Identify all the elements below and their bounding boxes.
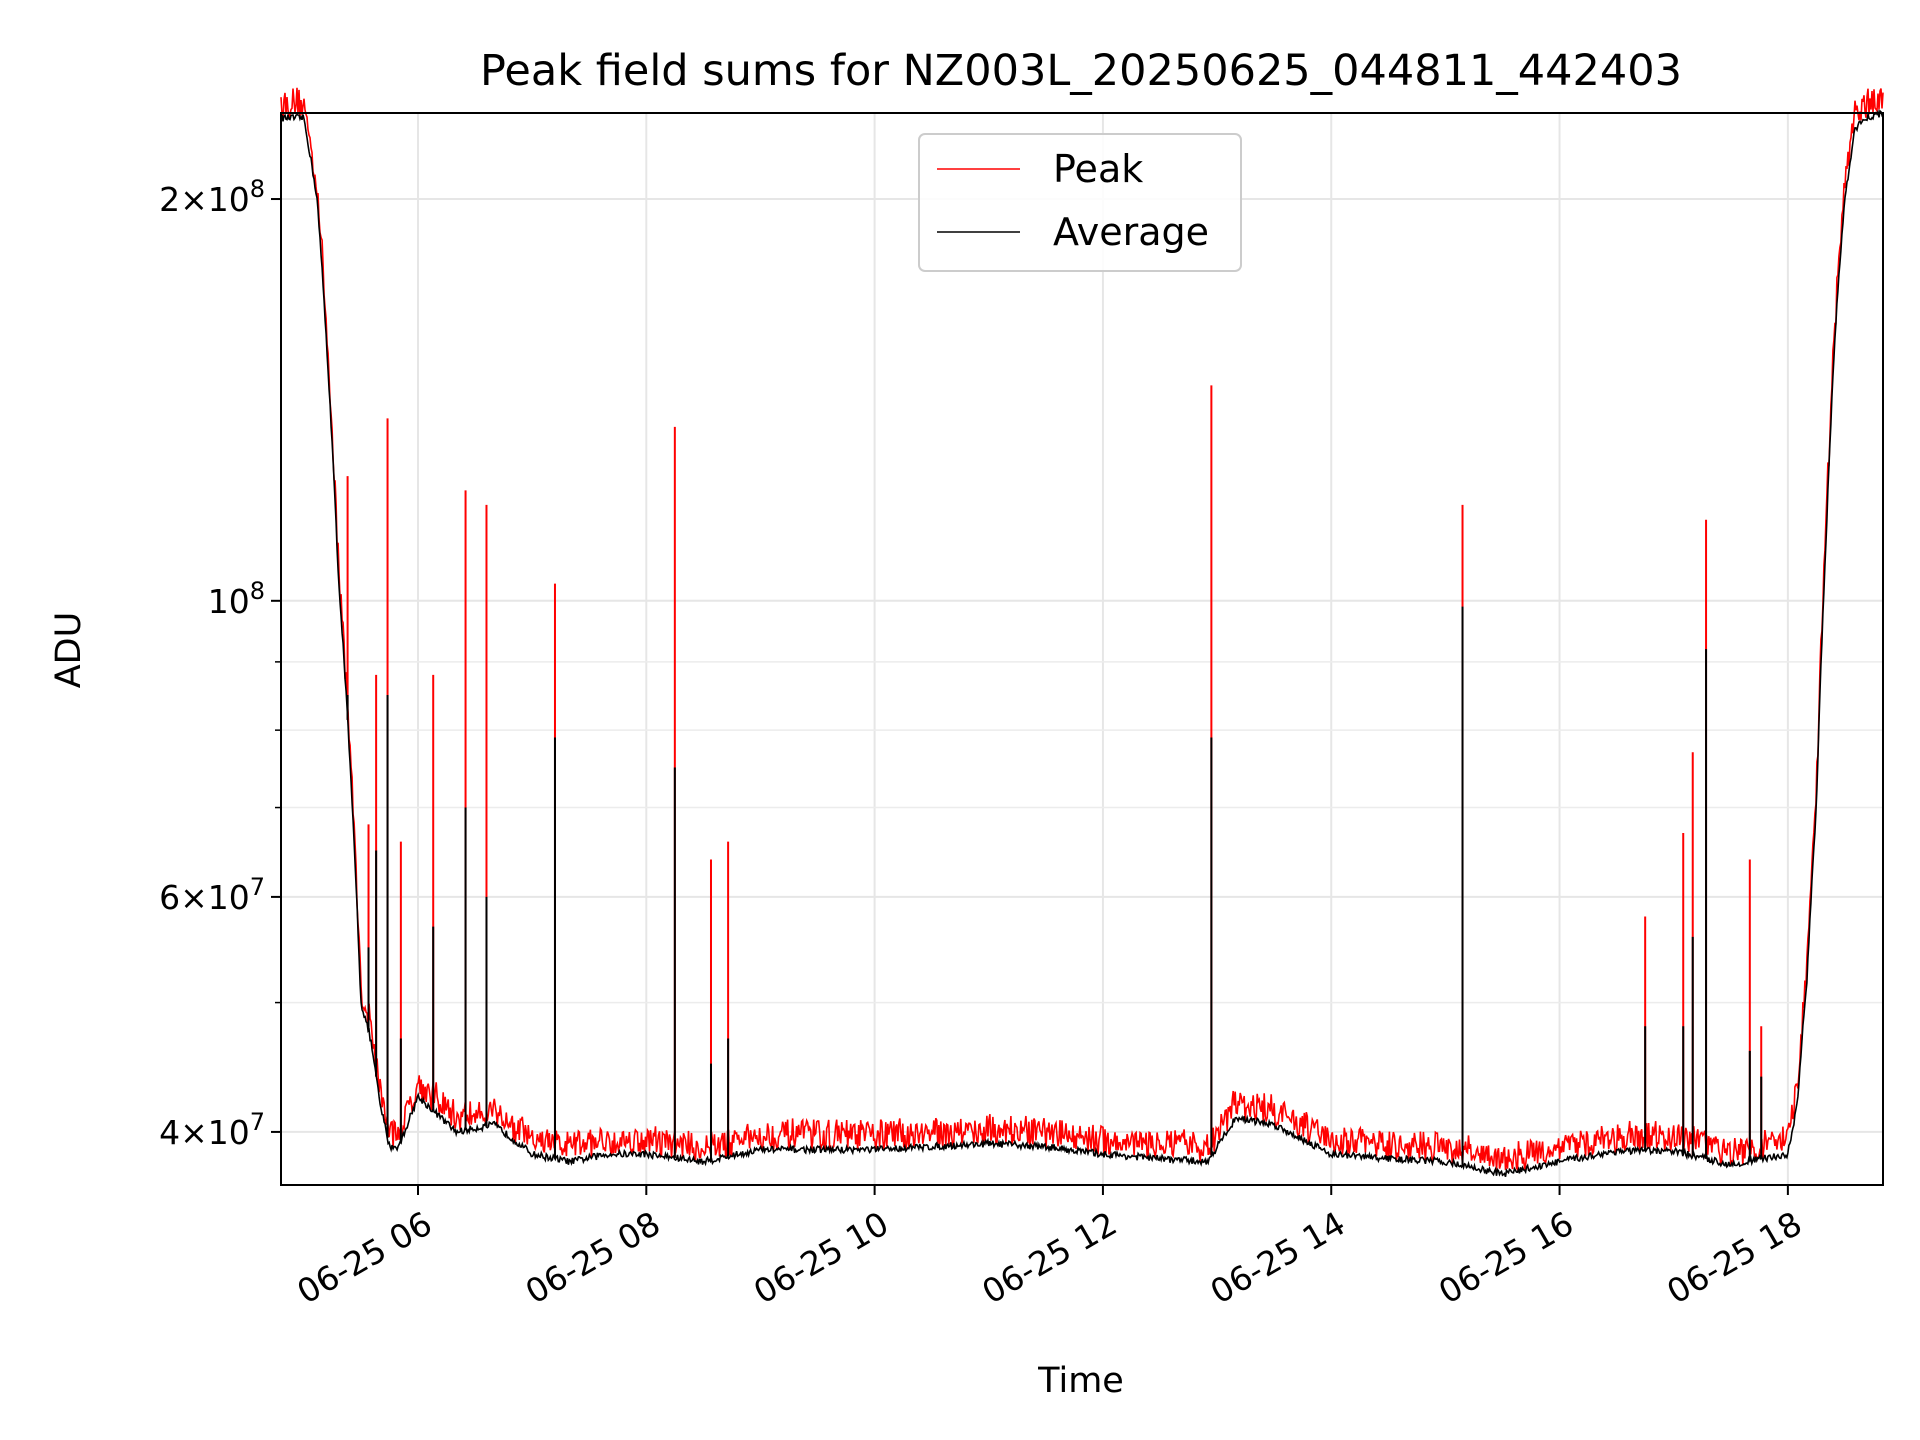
y-tick-label: 6×107	[159, 873, 265, 917]
x-axis-title: Time	[1037, 1361, 1124, 1401]
series-average-line	[280, 109, 1884, 1178]
legend-label-average: Average	[1053, 210, 1209, 254]
legend-label-peak: Peak	[1053, 147, 1143, 191]
axes-frame	[280, 112, 1884, 1186]
plot-frame	[280, 112, 1884, 1186]
chart-title: Peak field sums for NZ003L_20250625_0448…	[480, 46, 1682, 96]
y-tick-label: 4×107	[159, 1108, 265, 1152]
plot-area	[280, 87, 1884, 1178]
y-tick-label: 2×108	[159, 175, 265, 219]
y-axis-title: ADU	[49, 612, 89, 689]
y-tick-label: 108	[208, 577, 265, 621]
legend: Peak Average	[918, 133, 1242, 272]
